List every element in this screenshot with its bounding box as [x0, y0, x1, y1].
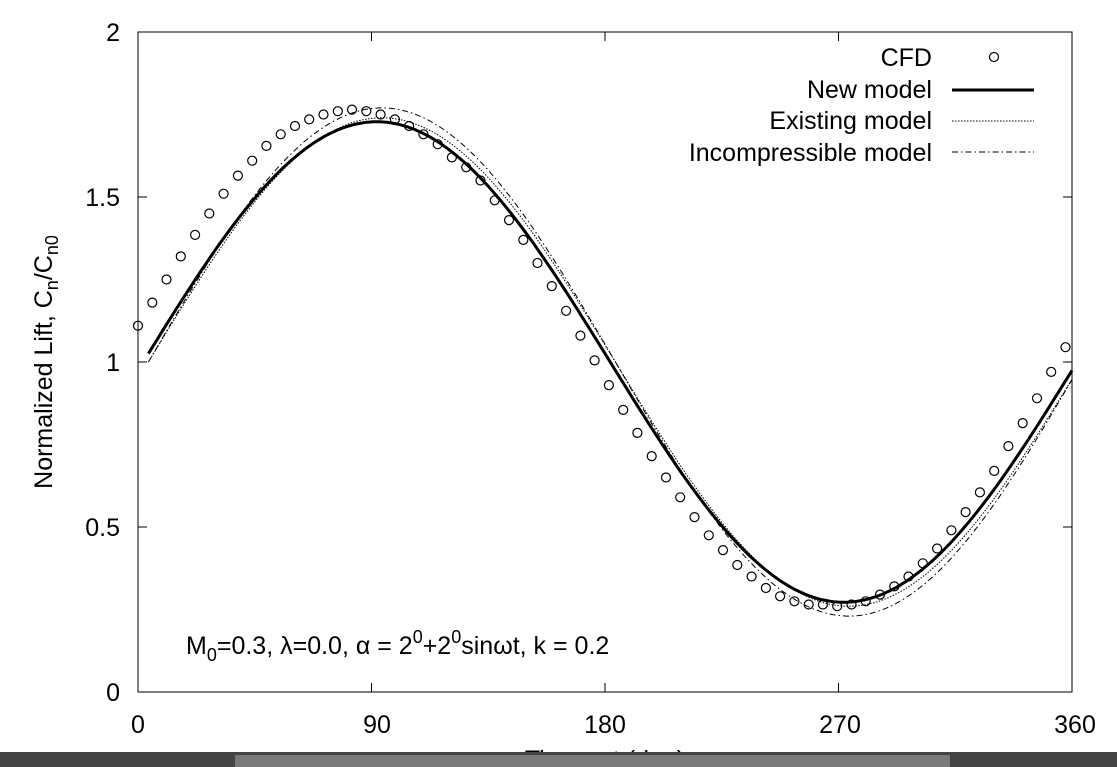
cfd-point	[931, 543, 943, 554]
cfd-point	[1046, 366, 1057, 377]
cfd-point	[503, 215, 515, 226]
cfd-point	[817, 599, 829, 610]
cfd-point	[532, 257, 543, 269]
annotation: M0=0.3, λ=0.0, α = 20+20sinωt, k = 0.2	[186, 627, 609, 665]
cfd-point	[860, 596, 871, 607]
cfd-point	[917, 558, 928, 569]
cfd-point	[746, 571, 757, 582]
cfd-point	[346, 104, 358, 115]
cfd-point	[489, 195, 500, 206]
legend: CFD New model Existing model Incompressi…	[689, 44, 1034, 167]
cfd-point	[874, 589, 886, 600]
cfd-point	[275, 129, 286, 140]
cfd-point	[261, 140, 272, 151]
cfd-point	[546, 281, 557, 292]
cfd-point	[161, 274, 172, 285]
cfd-point	[703, 530, 714, 541]
cfd-point	[404, 120, 415, 132]
cfd-point	[689, 511, 700, 523]
legend-label-new-model: New model	[807, 76, 932, 104]
cfd-point	[803, 599, 814, 610]
legend-label-incompressible-model: Incompressible model	[689, 139, 932, 167]
x-tick-label: 270	[819, 711, 861, 739]
cfd-point	[318, 109, 329, 120]
cfd-point	[603, 380, 615, 391]
y-tick-label: 0	[106, 679, 120, 707]
cfd-point	[332, 106, 343, 117]
cfd-point	[774, 591, 786, 602]
cfd-point	[717, 544, 729, 556]
y-tick-label: 2	[106, 19, 120, 47]
cfd-point	[575, 330, 586, 341]
incompressible-model-line	[147, 107, 1073, 617]
cfd-point	[432, 139, 443, 150]
horizontal-scrollbar[interactable]	[0, 752, 1117, 767]
cfd-point	[789, 596, 800, 607]
cfd-point	[375, 109, 386, 120]
scrollbar-thumb[interactable]	[235, 755, 950, 767]
cfd-point	[974, 487, 986, 498]
plot-curves	[147, 107, 1074, 617]
cfd-point	[418, 129, 429, 140]
cfd-point	[1031, 393, 1043, 404]
cfd-point	[1003, 441, 1014, 452]
x-tick-label: 0	[131, 711, 145, 739]
cfd-point	[204, 208, 215, 219]
cfd-point	[289, 120, 301, 132]
cfd-point	[475, 175, 486, 186]
cfd-point	[832, 601, 843, 612]
cfd-point	[232, 170, 243, 181]
x-tick-label: 360	[1054, 711, 1096, 739]
x-tick-label: 180	[584, 711, 626, 739]
y-tick-label: 1.5	[85, 184, 120, 212]
cfd-point	[946, 525, 957, 536]
cfd-point	[646, 451, 657, 462]
cfd-point	[632, 427, 643, 438]
cfd-point	[889, 581, 900, 592]
cfd-markers	[132, 104, 1071, 612]
cfd-point	[389, 114, 400, 125]
x-tick-label: 90	[363, 711, 391, 739]
axis-ticks	[137, 31, 1073, 693]
cfd-point	[1060, 342, 1071, 353]
cfd-point	[960, 506, 971, 518]
cfd-point	[247, 155, 258, 166]
cfd-point	[760, 582, 772, 594]
cfd-point	[175, 251, 186, 262]
new-model-line	[147, 120, 1074, 604]
cfd-point	[589, 355, 600, 366]
cfd-point	[518, 234, 529, 245]
cfd-point	[675, 492, 686, 503]
legend-label-existing-model: Existing model	[769, 107, 932, 135]
existing-model-line	[147, 117, 1073, 607]
cfd-point	[732, 559, 743, 571]
cfd-point	[147, 297, 158, 308]
cfd-point	[446, 152, 457, 163]
cfd-point	[903, 571, 914, 582]
cfd-point	[361, 106, 372, 117]
legend-label-cfd: CFD	[881, 44, 932, 72]
y-tick-label: 1	[106, 349, 120, 377]
cfd-point	[218, 188, 229, 199]
cfd-point	[190, 229, 201, 240]
cfd-point	[1017, 418, 1028, 429]
cfd-point	[660, 472, 672, 483]
cfd-point	[304, 114, 315, 125]
cfd-point	[560, 305, 572, 316]
y-axis-label: Normalized Lift, Cn/Cn0	[30, 235, 62, 489]
cfd-point	[618, 404, 629, 415]
cfd-point	[989, 465, 1000, 476]
cfd-point	[461, 162, 472, 173]
legend-swatch-cfd	[988, 51, 1000, 63]
y-tick-label: 0.5	[85, 514, 120, 542]
cfd-point	[846, 599, 857, 610]
